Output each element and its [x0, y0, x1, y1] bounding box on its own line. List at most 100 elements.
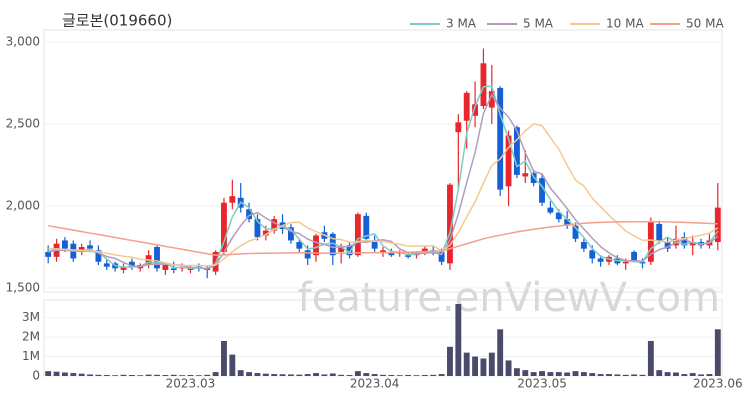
- volume-bar: [304, 374, 311, 376]
- candle-body: [505, 135, 512, 187]
- ma-line: [48, 123, 719, 267]
- candle-body: [597, 258, 604, 262]
- candle-body: [313, 235, 319, 256]
- volume-bar: [505, 360, 512, 376]
- y-tick-label: 2,500: [6, 117, 40, 131]
- legend-label: 3 MA: [446, 17, 477, 31]
- candle-body: [120, 266, 127, 270]
- volume-bar: [698, 374, 705, 376]
- x-tick-label: 2023.06: [693, 377, 743, 391]
- candle-body: [647, 222, 654, 262]
- volume-bar: [714, 329, 721, 376]
- volume-bar: [472, 356, 479, 376]
- ma-line: [47, 85, 719, 270]
- volume-bar: [380, 374, 386, 376]
- volume-bar: [572, 371, 579, 376]
- candle-body: [622, 261, 629, 264]
- y-tick-label: 2M: [22, 330, 40, 344]
- volume-bar: [271, 374, 278, 376]
- candle-body: [580, 242, 587, 249]
- volume-bar: [681, 374, 688, 376]
- candle-body: [45, 251, 52, 257]
- volume-bar: [421, 375, 428, 376]
- candle-body: [271, 219, 278, 231]
- candle-body: [463, 92, 470, 121]
- candle-body: [254, 219, 261, 238]
- volume-bar: [363, 373, 370, 376]
- volume-bar: [580, 372, 587, 376]
- x-tick-label: 2023.05: [517, 377, 567, 391]
- candle-body: [221, 202, 227, 252]
- candle-body: [371, 240, 378, 249]
- y-tick-label: 0: [32, 369, 40, 383]
- volume-bar: [187, 375, 194, 376]
- volume-bar: [497, 329, 504, 376]
- volume-bar: [522, 370, 529, 376]
- candle-body: [363, 215, 370, 239]
- volume-bar: [338, 374, 345, 376]
- candle-body: [480, 63, 487, 106]
- volume-bar: [120, 374, 127, 376]
- candle-body: [262, 230, 269, 236]
- candle-body: [103, 263, 110, 267]
- volume-bar: [162, 375, 169, 376]
- candle-body: [95, 250, 102, 262]
- volume-bar: [606, 374, 612, 376]
- candle-body: [246, 209, 253, 220]
- candle-body: [170, 268, 177, 270]
- candle-body: [354, 214, 361, 256]
- chart-title: 글로본(019660): [62, 12, 172, 30]
- volume-bar: [313, 373, 319, 376]
- volume-bar: [564, 372, 571, 376]
- candle-body: [338, 247, 345, 252]
- volume-bar: [673, 372, 679, 376]
- volume-bar: [547, 372, 554, 376]
- volume-bar: [555, 372, 562, 376]
- legend: 3 MA 5 MA 10 MA 50 MA: [410, 17, 724, 31]
- legend-label: 10 MA: [606, 17, 644, 31]
- candle-body: [438, 251, 445, 262]
- volume-bar: [287, 374, 294, 376]
- y-tick-label: 1M: [22, 349, 40, 363]
- candle-body: [380, 250, 386, 252]
- volume-bar: [195, 375, 202, 376]
- volume-bar: [622, 374, 629, 376]
- candle-body: [564, 219, 571, 226]
- candle-body: [547, 207, 554, 213]
- volume-bar: [597, 374, 604, 376]
- x-tick-label: 2023.03: [166, 377, 216, 391]
- volume-bar: [170, 374, 177, 376]
- volume-bar: [254, 373, 261, 376]
- volume-bar: [246, 372, 253, 376]
- candle-body: [388, 251, 395, 256]
- volume-bar: [371, 374, 378, 376]
- volume-bar: [329, 373, 336, 376]
- volume-bar: [279, 374, 286, 376]
- volume-bar: [539, 371, 545, 376]
- volume-bar: [212, 372, 219, 376]
- candle-body: [421, 248, 428, 252]
- volume-bar: [706, 374, 713, 376]
- volume-bar: [53, 371, 60, 376]
- candle-body: [497, 87, 504, 190]
- y-tick-label: 1,500: [6, 281, 40, 295]
- candle-body: [589, 250, 596, 259]
- x-tick-label: 2023.04: [350, 377, 400, 391]
- legend-label: 50 MA: [686, 17, 724, 31]
- volume-bar: [204, 374, 211, 376]
- volume-bar: [463, 352, 470, 376]
- volume-bar: [430, 374, 437, 376]
- candle-body: [296, 242, 303, 249]
- candle-body: [572, 225, 579, 239]
- y-tick-label: 2,000: [6, 199, 40, 213]
- volume-bar: [70, 373, 77, 376]
- candle-body: [530, 173, 537, 184]
- volume-bar: [61, 372, 68, 376]
- candle-body: [656, 224, 663, 241]
- volume-bar: [179, 375, 186, 376]
- volume-bar: [262, 373, 269, 376]
- y-tick-label: 3,000: [6, 35, 40, 49]
- volume-bar: [647, 340, 654, 376]
- candle-body: [87, 245, 93, 249]
